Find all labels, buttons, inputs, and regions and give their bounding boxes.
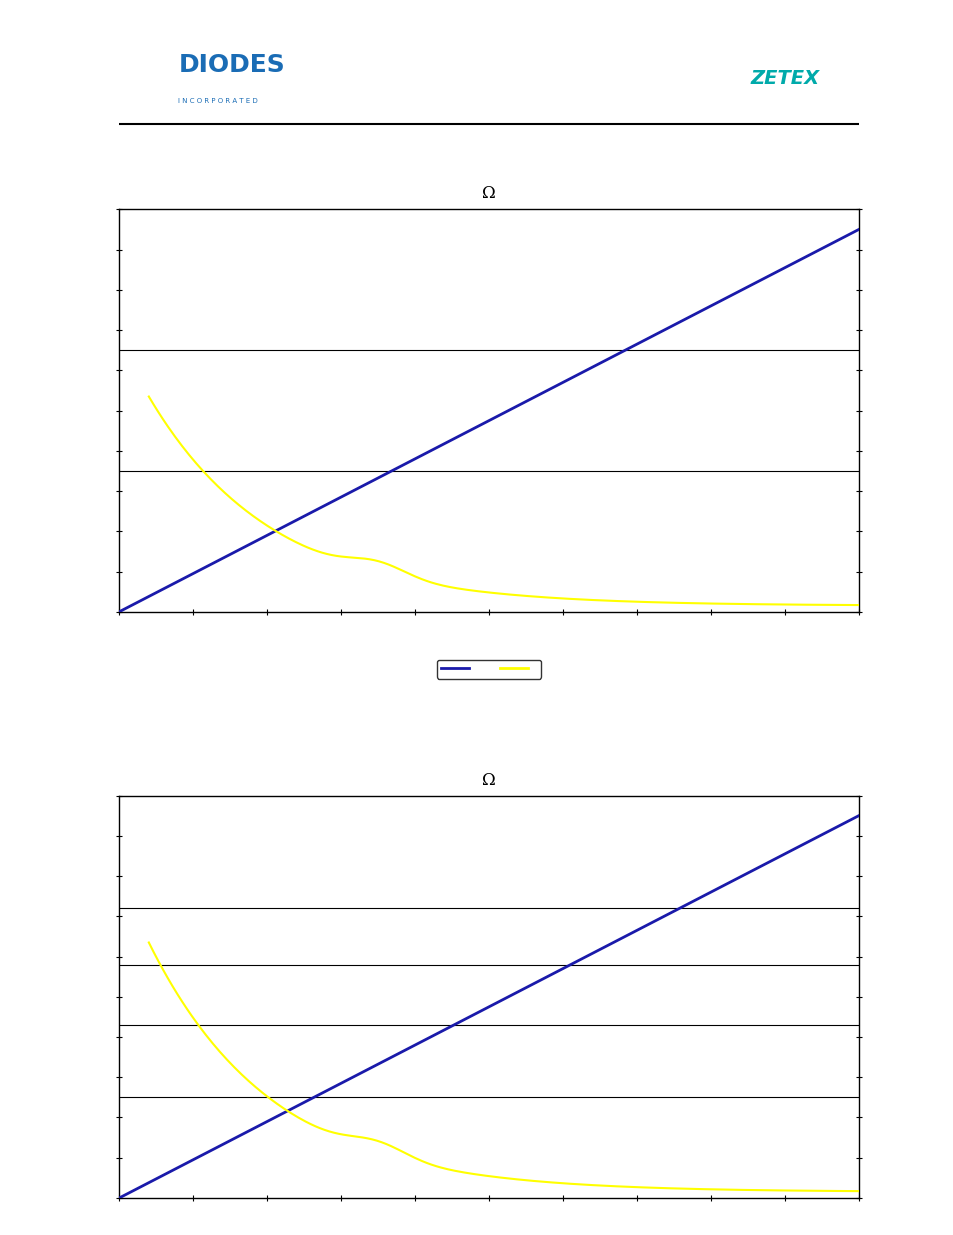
Text: DIODES: DIODES: [178, 53, 285, 77]
Title: Ω: Ω: [481, 185, 496, 203]
Legend: , : ,: [436, 659, 540, 678]
Title: Ω: Ω: [481, 772, 496, 788]
Text: I N C O R P O R A T E D: I N C O R P O R A T E D: [178, 99, 258, 105]
Text: ZETEX: ZETEX: [749, 69, 819, 88]
